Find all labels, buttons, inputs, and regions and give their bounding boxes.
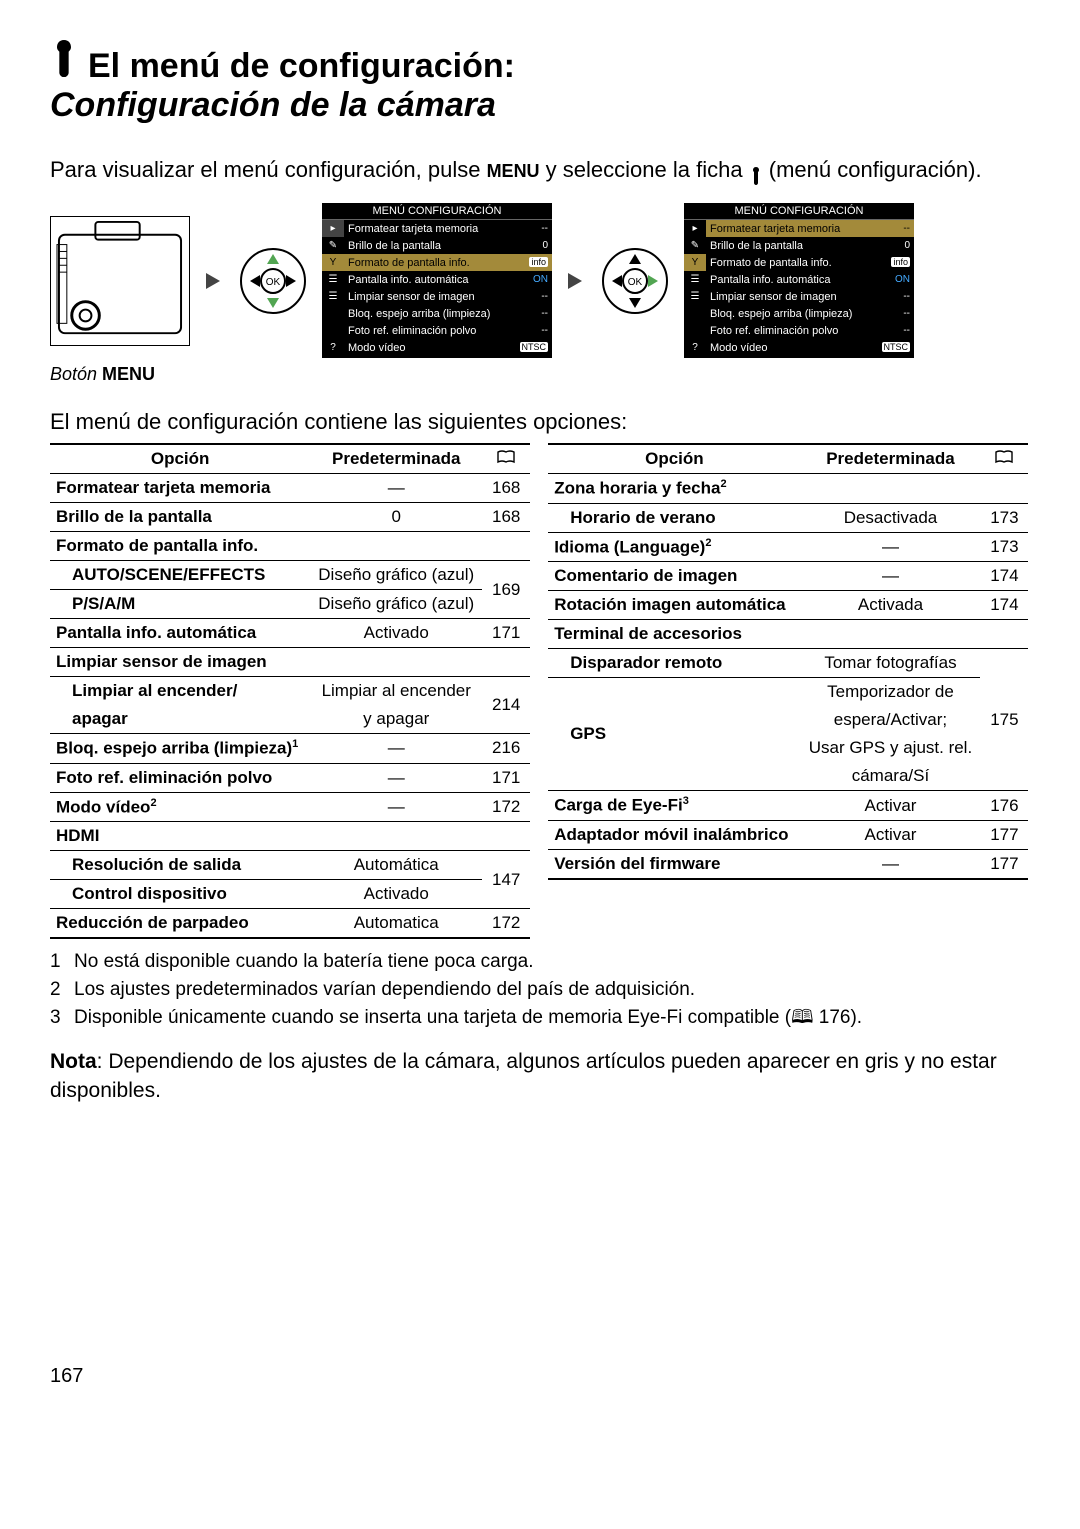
title-block: El menú de configuración: Configuración … xyxy=(50,40,1030,125)
nota-label: Nota xyxy=(50,1050,97,1073)
table-row: Brillo de la pantalla0168 xyxy=(50,503,530,532)
options-tables: Opción Predeterminada Formatear tarjeta … xyxy=(50,443,1030,939)
menu-label: MENU xyxy=(487,161,540,181)
options-table-right: Opción Predeterminada Zona horaria y fec… xyxy=(548,443,1028,880)
intro-p1: Para visualizar el menú configuración, p… xyxy=(50,157,487,182)
menu-screenshot-1: MENÚ CONFIGURACIÓN ▸✎Y☰☰? Formatear tarj… xyxy=(322,203,552,358)
intro-p3: (menú configuración). xyxy=(763,157,982,182)
bc-prefix: Botón xyxy=(50,364,102,384)
arrow-right-icon xyxy=(566,269,586,293)
ms-side-icons: ▸✎Y☰☰? xyxy=(322,220,344,356)
wrench-icon xyxy=(749,163,763,181)
wrench-icon xyxy=(50,40,78,78)
ms-row: Brillo de la pantalla0 xyxy=(706,237,914,254)
table-row: Adaptador móvil inalámbricoActivar177 xyxy=(548,820,1028,849)
th-page xyxy=(980,444,1028,474)
footnote: 2Los ajustes predeterminados varían depe… xyxy=(50,977,1030,1003)
footnote: 3Disponible únicamente cuando se inserta… xyxy=(50,1005,1030,1031)
ms-row: Foto ref. eliminación polvo-- xyxy=(344,322,552,339)
table-row: Formato de pantalla info. xyxy=(50,532,530,561)
ms-row: Brillo de la pantalla0 xyxy=(344,237,552,254)
table-row: Foto ref. eliminación polvo—171 xyxy=(50,763,530,792)
th-option: Opción xyxy=(548,444,800,474)
table-row: HDMI xyxy=(50,822,530,851)
options-intro: El menú de configuración contiene las si… xyxy=(50,409,1030,435)
page-title: El menú de configuración: xyxy=(88,47,515,86)
boton-caption: Botón MENU xyxy=(50,364,1030,385)
ms-row: Limpiar sensor de imagen-- xyxy=(706,288,914,305)
table-row: Limpiar al encender/Limpiar al encender2… xyxy=(50,677,530,706)
ms-row: Pantalla info. automáticaON xyxy=(344,271,552,288)
table-row: Formatear tarjeta memoria—168 xyxy=(50,474,530,503)
table-row: Reducción de parpadeoAutomatica172 xyxy=(50,909,530,939)
footnote: 1No está disponible cuando la batería ti… xyxy=(50,949,1030,975)
page-subtitle: Configuración de la cámara xyxy=(50,86,1030,125)
table-row: Versión del firmware—177 xyxy=(548,849,1028,879)
table-row: Modo vídeo2—172 xyxy=(50,792,530,822)
book-icon xyxy=(497,449,515,463)
svg-text:OK: OK xyxy=(266,277,281,288)
nota-paragraph: Nota: Dependiendo de los ajustes de la c… xyxy=(50,1048,1030,1105)
menu-screenshot-2: MENÚ CONFIGURACIÓN ▸✎Y☰☰? Formatear tarj… xyxy=(684,203,914,358)
table-row: Control dispositivoActivado xyxy=(50,880,530,909)
steps-row: OK MENÚ CONFIGURACIÓN ▸✎Y☰☰? Formatear t… xyxy=(50,203,1030,358)
nota-text: : Dependiendo de los ajustes de la cámar… xyxy=(50,1050,997,1101)
table-row: Limpiar sensor de imagen xyxy=(50,648,530,677)
dpad-illustration: OK xyxy=(600,236,670,326)
ms-row: Formato de pantalla info.info xyxy=(344,254,552,271)
camera-illustration xyxy=(50,216,190,346)
th-page xyxy=(482,444,530,474)
table-row: Idioma (Language)2—173 xyxy=(548,532,1028,562)
arrow-right-icon xyxy=(204,269,224,293)
ms-row: Limpiar sensor de imagen-- xyxy=(344,288,552,305)
ms-row: Formato de pantalla info.info xyxy=(706,254,914,271)
table-row: Bloq. espejo arriba (limpieza)1—216 xyxy=(50,734,530,764)
ms-row: Bloq. espejo arriba (limpieza)-- xyxy=(706,305,914,322)
ms-side-icons: ▸✎Y☰☰? xyxy=(684,220,706,356)
book-icon xyxy=(995,449,1013,463)
table-row: Rotación imagen automáticaActivada174 xyxy=(548,591,1028,620)
page-number: 167 xyxy=(50,1365,1030,1388)
ms-row: Bloq. espejo arriba (limpieza)-- xyxy=(344,305,552,322)
th-option: Opción xyxy=(50,444,310,474)
options-table-left: Opción Predeterminada Formatear tarjeta … xyxy=(50,443,530,939)
ms-row: Pantalla info. automáticaON xyxy=(706,271,914,288)
ms-row: Modo vídeoNTSC xyxy=(706,339,914,356)
ms-row: Formatear tarjeta memoria-- xyxy=(706,220,914,237)
table-row: Disparador remotoTomar fotografías175 xyxy=(548,649,1028,678)
table-row: Horario de veranoDesactivada173 xyxy=(548,503,1028,532)
table-row: Comentario de imagen—174 xyxy=(548,562,1028,591)
table-row: P/S/A/MDiseño gráfico (azul) xyxy=(50,590,530,619)
table-row: AUTO/SCENE/EFFECTSDiseño gráfico (azul)1… xyxy=(50,561,530,590)
ms-title: MENÚ CONFIGURACIÓN xyxy=(684,203,914,220)
svg-text:OK: OK xyxy=(628,277,643,288)
table-row: apagary apagar xyxy=(50,705,530,734)
ms-row: Formatear tarjeta memoria-- xyxy=(344,220,552,237)
table-row: Pantalla info. automáticaActivado171 xyxy=(50,619,530,648)
table-row: Zona horaria y fecha2 xyxy=(548,474,1028,504)
th-default: Predeterminada xyxy=(310,444,482,474)
table-row: Resolución de salidaAutomática147 xyxy=(50,851,530,880)
dpad-illustration: OK xyxy=(238,236,308,326)
bc-menu: MENU xyxy=(102,364,155,384)
ms-row: Foto ref. eliminación polvo-- xyxy=(706,322,914,339)
table-row: Carga de Eye-Fi3Activar176 xyxy=(548,791,1028,821)
table-row: Terminal de accesorios xyxy=(548,620,1028,649)
th-default: Predeterminada xyxy=(801,444,981,474)
intro-text: Para visualizar el menú configuración, p… xyxy=(50,155,1030,185)
intro-p2: y seleccione la ficha xyxy=(540,157,749,182)
ms-row: Modo vídeoNTSC xyxy=(344,339,552,356)
footnotes: 1No está disponible cuando la batería ti… xyxy=(50,949,1030,1030)
ms-title: MENÚ CONFIGURACIÓN xyxy=(322,203,552,220)
table-row: GPSTemporizador de xyxy=(548,678,1028,707)
